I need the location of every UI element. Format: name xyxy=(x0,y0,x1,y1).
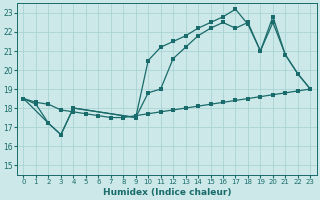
X-axis label: Humidex (Indice chaleur): Humidex (Indice chaleur) xyxy=(103,188,231,197)
